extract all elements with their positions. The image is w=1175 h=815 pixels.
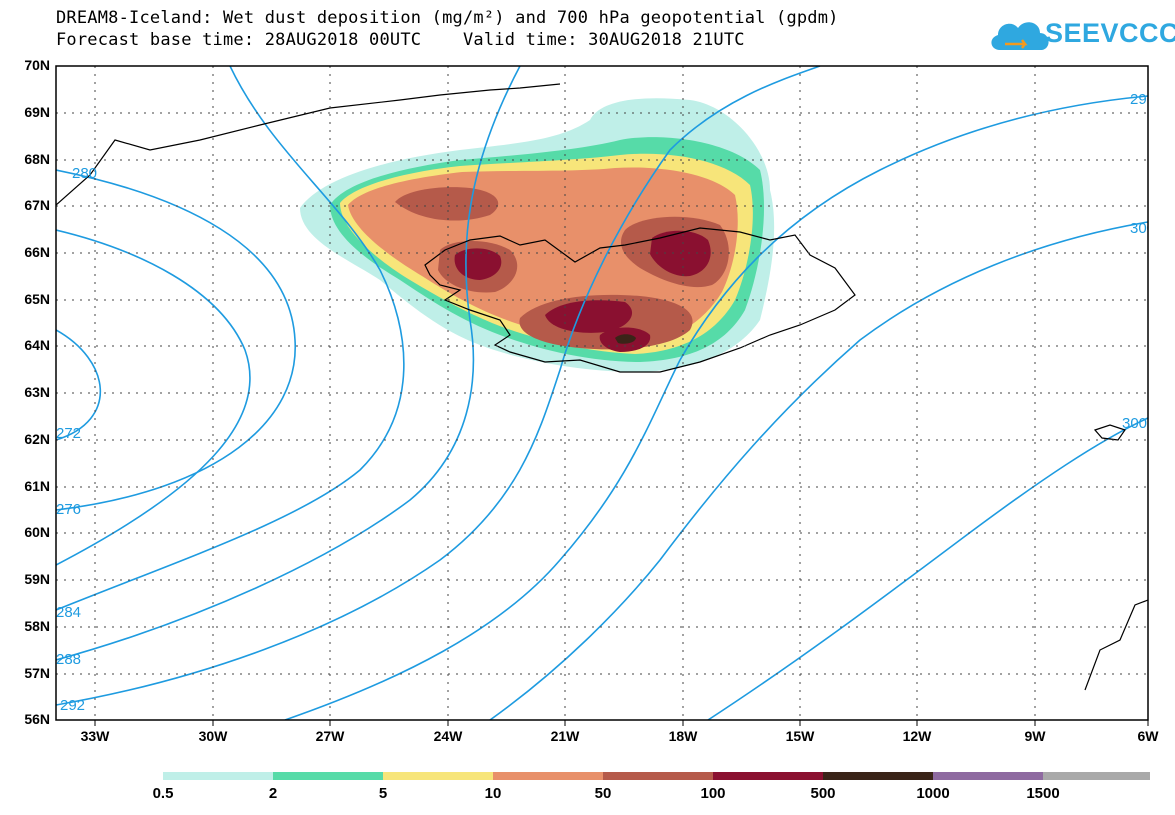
colorbar-label: 500 — [810, 785, 836, 802]
lat-label: 68N — [24, 151, 50, 167]
geopotential-contour — [284, 95, 1148, 720]
lon-label: 12W — [902, 728, 932, 744]
lat-label: 56N — [24, 711, 50, 727]
iceland-coastline — [424, 227, 856, 373]
colorbar-label: 0.5 — [152, 785, 174, 802]
geopotential-contour — [489, 221, 1148, 720]
colorbar-swatch — [603, 772, 713, 780]
contour-label: 300 — [1122, 415, 1147, 432]
lon-label: 24W — [433, 728, 463, 744]
greenland-coastline — [56, 83, 561, 206]
lat-label: 60N — [24, 524, 50, 540]
contour-labels: 280 292 284 288 276 272 296 300 300 — [56, 91, 1155, 714]
colorbar-label: 1000 — [916, 785, 950, 802]
colorbar-swatch — [1043, 772, 1150, 780]
dust-contour-100c — [545, 300, 633, 333]
colorbar-swatch — [273, 772, 383, 780]
lat-label: 57N — [24, 665, 50, 681]
lon-label: 15W — [785, 728, 815, 744]
scotland-coastline — [1084, 599, 1148, 691]
lon-label: 21W — [550, 728, 580, 744]
colorbar-swatch — [163, 772, 273, 780]
logo-text: SEEVCCC — [1045, 18, 1175, 48]
coastlines — [56, 83, 1148, 691]
colorbar-swatch — [493, 772, 603, 780]
lon-label: 33W — [80, 728, 110, 744]
colorbar-label: 5 — [378, 785, 388, 802]
geopotential-contour — [56, 229, 251, 566]
lat-label: 70N — [24, 57, 50, 73]
contour-label: 276 — [56, 501, 81, 518]
colorbar-label: 50 — [594, 785, 612, 802]
lat-label: 69N — [24, 104, 50, 120]
lat-label: 61N — [24, 478, 50, 494]
lat-label: 62N — [24, 431, 50, 447]
map-plot-area: 280 292 284 288 276 272 296 300 300 — [56, 66, 1155, 720]
dust-deposition-field — [300, 98, 775, 373]
lon-label: 6W — [1137, 728, 1159, 744]
colorbar-swatch — [933, 772, 1043, 780]
dust-contour-500 — [615, 334, 636, 344]
geopotential-contour — [56, 66, 821, 706]
faroe-coastline — [1093, 424, 1126, 441]
axis-ticks — [94, 720, 1149, 726]
geopotential-contour — [56, 169, 296, 511]
geopotential-contour — [56, 66, 405, 611]
lat-label: 59N — [24, 571, 50, 587]
lon-label: 18W — [668, 728, 698, 744]
geopotential-contour — [56, 329, 102, 441]
lat-label: 67N — [24, 197, 50, 213]
lat-label: 65N — [24, 291, 50, 307]
colorbar-label: 10 — [484, 785, 502, 802]
contour-label: 272 — [56, 425, 81, 442]
contour-label: 300 — [1130, 220, 1155, 237]
lon-label: 27W — [315, 728, 345, 744]
colorbar — [163, 772, 1150, 780]
geopotential-contour — [707, 417, 1148, 720]
contour-label: 292 — [60, 697, 85, 714]
lon-label: 30W — [198, 728, 228, 744]
colorbar-label: 1500 — [1026, 785, 1060, 802]
lon-label: 9W — [1024, 728, 1046, 744]
graticule — [56, 66, 1148, 720]
contour-label: 288 — [56, 651, 81, 668]
colorbar-swatch — [713, 772, 823, 780]
colorbar-swatch — [823, 772, 933, 780]
contour-label: 296 — [1130, 91, 1155, 108]
cloud-logo-icon — [991, 22, 1049, 50]
chart-subtitle: Forecast base time: 28AUG2018 00UTC Vali… — [56, 30, 745, 50]
geopotential-contours — [56, 66, 1148, 720]
lat-label: 63N — [24, 384, 50, 400]
contour-label: 280 — [72, 165, 97, 182]
colorbar-label: 2 — [268, 785, 278, 802]
lat-label: 64N — [24, 337, 50, 353]
colorbar-swatch — [383, 772, 493, 780]
geopotential-contour — [56, 66, 521, 661]
map-frame — [55, 65, 1149, 721]
chart-title: DREAM8-Iceland: Wet dust deposition (mg/… — [56, 8, 839, 28]
lat-label: 66N — [24, 244, 50, 260]
lat-label: 58N — [24, 618, 50, 634]
contour-label: 284 — [56, 604, 81, 621]
colorbar-label: 100 — [700, 785, 726, 802]
